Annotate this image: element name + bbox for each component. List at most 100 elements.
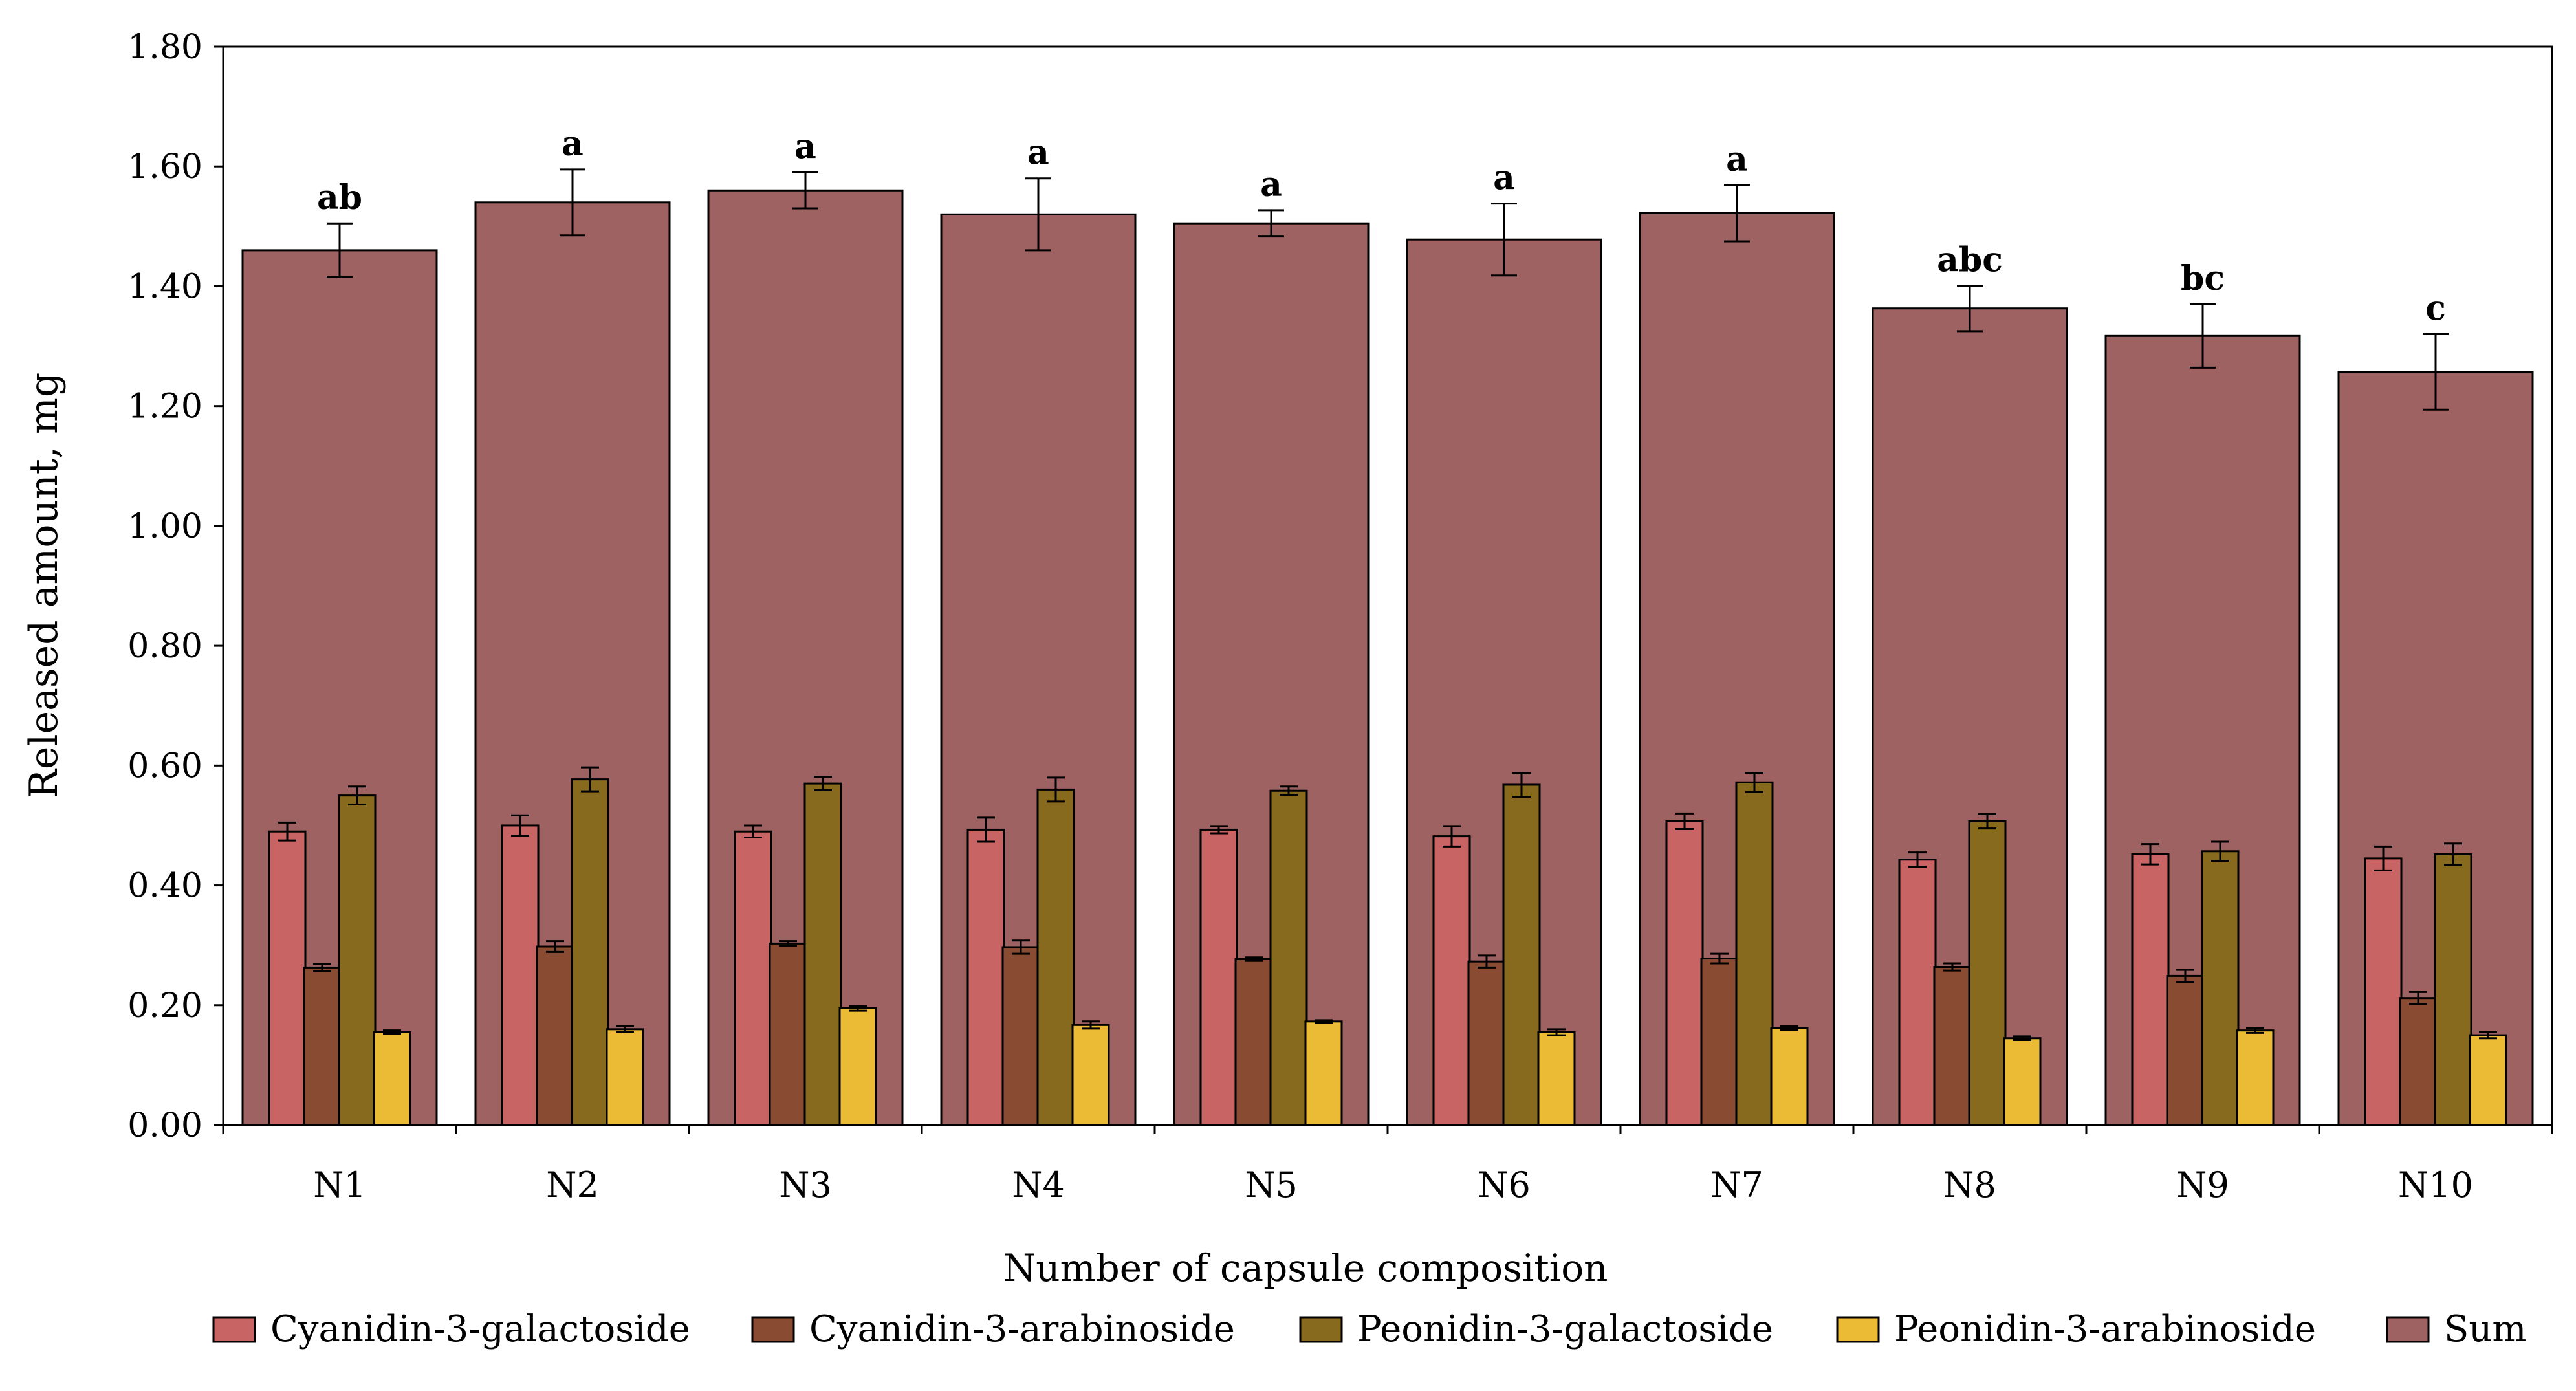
significance-letter-n4: a <box>1027 133 1049 173</box>
bar-group-n6: a <box>1406 159 1602 1126</box>
legend-label-cyanidin-3-arabinoside: Cyanidin-3-arabinoside <box>809 1308 1235 1350</box>
error-bar-sum-n6 <box>1491 203 1517 277</box>
bar-peonidin-3-galactoside-n7 <box>1735 781 1774 1126</box>
bar-group-n4: a <box>940 133 1137 1126</box>
y-tick-label: 1.40 <box>127 267 202 306</box>
legend-item-cyanidin-3-galactoside: Cyanidin-3-galactoside <box>212 1308 690 1350</box>
error-bar-cyanidin-3-arabinoside-n5 <box>1245 956 1263 962</box>
error-bar-sum-n3 <box>792 171 818 210</box>
bar-cyanidin-3-galactoside-n1 <box>268 830 307 1126</box>
significance-letter-n1: ab <box>317 178 362 217</box>
error-bar-peonidin-3-arabinoside-n1 <box>383 1029 401 1035</box>
y-tick-label: 0.60 <box>127 747 202 785</box>
x-tick-label: N3 <box>779 1165 832 1205</box>
error-bar-cyanidin-3-arabinoside-n8 <box>1943 962 1961 972</box>
y-tick-label: 0.80 <box>127 627 202 666</box>
bar-cyanidin-3-galactoside-n10 <box>2364 857 2403 1126</box>
error-bar-cyanidin-3-arabinoside-n6 <box>1478 954 1496 969</box>
axes-layer: 0.00 0.20 0.40 0.60 0.80 1.00 1.20 1.40 1.60 1.80… <box>127 28 2553 1205</box>
significance-letter-n2: a <box>562 124 584 164</box>
bar-peonidin-3-galactoside-n8 <box>1968 820 2007 1126</box>
bar-cyanidin-3-arabinoside-n8 <box>1933 966 1972 1126</box>
legend-item-peonidin-3-galactoside: Peonidin-3-galactoside <box>1299 1308 1773 1350</box>
legend-swatch-cyanidin-3-arabinoside <box>751 1316 795 1343</box>
bar-peonidin-3-arabinoside-n1 <box>373 1031 411 1126</box>
bar-peonidin-3-arabinoside-n7 <box>1770 1027 1809 1126</box>
legend-swatch-sum <box>2386 1316 2430 1343</box>
error-bar-cyanidin-3-arabinoside-n1 <box>313 963 331 972</box>
error-bar-peonidin-3-arabinoside-n6 <box>1547 1028 1566 1036</box>
bar-cyanidin-3-arabinoside-n3 <box>769 942 807 1126</box>
error-bar-peonidin-3-galactoside-n10 <box>2444 842 2462 866</box>
error-bar-peonidin-3-arabinoside-n5 <box>1315 1019 1333 1024</box>
legend-swatch-cyanidin-3-galactoside <box>212 1316 256 1343</box>
error-bar-peonidin-3-arabinoside-n3 <box>849 1005 867 1012</box>
significance-letter-n6: a <box>1493 159 1515 198</box>
x-tick-label: N4 <box>1012 1165 1065 1205</box>
significance-letter-n10: c <box>2425 289 2446 329</box>
bar-cyanidin-3-galactoside-n4 <box>966 828 1005 1126</box>
error-bar-peonidin-3-galactoside-n9 <box>2211 840 2229 862</box>
error-bar-peonidin-3-galactoside-n4 <box>1047 776 1065 803</box>
bar-group-n9: bc <box>2104 259 2301 1126</box>
error-bar-sum-n8 <box>1957 285 1983 333</box>
error-bar-sum-n5 <box>1258 209 1284 238</box>
significance-letter-n5: a <box>1260 165 1282 204</box>
bars-layer: ab a a a a a a abc bc c <box>241 124 2534 1126</box>
legend-swatch-peonidin-3-arabinoside <box>1836 1316 1880 1343</box>
legend-swatch-peonidin-3-galactoside <box>1299 1316 1343 1343</box>
error-bar-peonidin-3-galactoside-n3 <box>814 776 832 791</box>
bar-cyanidin-3-arabinoside-n6 <box>1467 960 1506 1126</box>
bar-peonidin-3-arabinoside-n3 <box>838 1007 877 1126</box>
legend: Cyanidin-3-galactoside Cyanidin-3-arabino… <box>212 1308 2527 1350</box>
error-bar-cyanidin-3-galactoside-n8 <box>1908 851 1927 868</box>
error-bar-cyanidin-3-arabinoside-n7 <box>1710 952 1729 965</box>
bar-cyanidin-3-arabinoside-n7 <box>1700 958 1739 1126</box>
x-tick-label: N6 <box>1478 1165 1531 1205</box>
x-tick-label: N1 <box>313 1165 366 1205</box>
bar-cyanidin-3-galactoside-n9 <box>2131 853 2170 1126</box>
bar-cyanidin-3-arabinoside-n1 <box>303 966 342 1126</box>
y-tick-label: 1.20 <box>127 388 202 426</box>
bar-group-n2: a <box>474 124 671 1126</box>
error-bar-sum-n9 <box>2190 303 2216 369</box>
bar-cyanidin-3-galactoside-n3 <box>734 830 772 1126</box>
bar-peonidin-3-galactoside-n3 <box>803 782 842 1126</box>
error-bar-peonidin-3-galactoside-n2 <box>581 766 599 793</box>
bar-cyanidin-3-arabinoside-n4 <box>1001 946 1040 1126</box>
error-bar-cyanidin-3-galactoside-n5 <box>1210 825 1228 835</box>
bar-peonidin-3-arabinoside-n10 <box>2469 1034 2507 1126</box>
error-bar-peonidin-3-arabinoside-n8 <box>2013 1035 2031 1041</box>
bar-peonidin-3-galactoside-n2 <box>571 778 609 1126</box>
error-bar-cyanidin-3-galactoside-n10 <box>2374 845 2392 871</box>
legend-label-cyanidin-3-galactoside: Cyanidin-3-galactoside <box>270 1308 690 1350</box>
bar-cyanidin-3-galactoside-n5 <box>1199 828 1238 1126</box>
x-tick-label: N9 <box>2176 1165 2229 1205</box>
error-bar-peonidin-3-galactoside-n7 <box>1745 771 1763 793</box>
error-bar-cyanidin-3-galactoside-n1 <box>278 821 296 842</box>
bar-peonidin-3-arabinoside-n9 <box>2236 1029 2275 1126</box>
legend-item-sum: Sum <box>2386 1308 2527 1350</box>
x-tick-label: N2 <box>546 1165 599 1205</box>
y-axis-label: Released amount, mg <box>21 373 67 799</box>
y-tick-label: 1.00 <box>127 507 202 546</box>
significance-letter-n3: a <box>794 127 816 166</box>
legend-label-peonidin-3-arabinoside: Peonidin-3-arabinoside <box>1894 1308 2316 1350</box>
bar-peonidin-3-galactoside-n6 <box>1502 783 1541 1126</box>
x-tick-label: N7 <box>1710 1165 1763 1205</box>
bar-peonidin-3-arabinoside-n4 <box>1071 1024 1110 1126</box>
bar-cyanidin-3-arabinoside-n2 <box>536 945 574 1126</box>
bar-cyanidin-3-galactoside-n8 <box>1898 859 1937 1126</box>
bar-cyanidin-3-arabinoside-n10 <box>2399 997 2438 1126</box>
error-bar-sum-n2 <box>560 168 585 237</box>
significance-letter-n9: bc <box>2181 259 2225 298</box>
bar-peonidin-3-arabinoside-n5 <box>1304 1020 1343 1126</box>
bar-peonidin-3-galactoside-n5 <box>1269 789 1308 1126</box>
error-bar-peonidin-3-arabinoside-n9 <box>2246 1027 2264 1034</box>
error-bar-peonidin-3-galactoside-n6 <box>1512 771 1531 798</box>
y-tick-label: 1.80 <box>127 28 202 67</box>
bar-group-n5: a <box>1173 165 1370 1126</box>
error-bar-peonidin-3-galactoside-n5 <box>1280 785 1298 796</box>
error-bar-sum-n1 <box>327 222 353 279</box>
